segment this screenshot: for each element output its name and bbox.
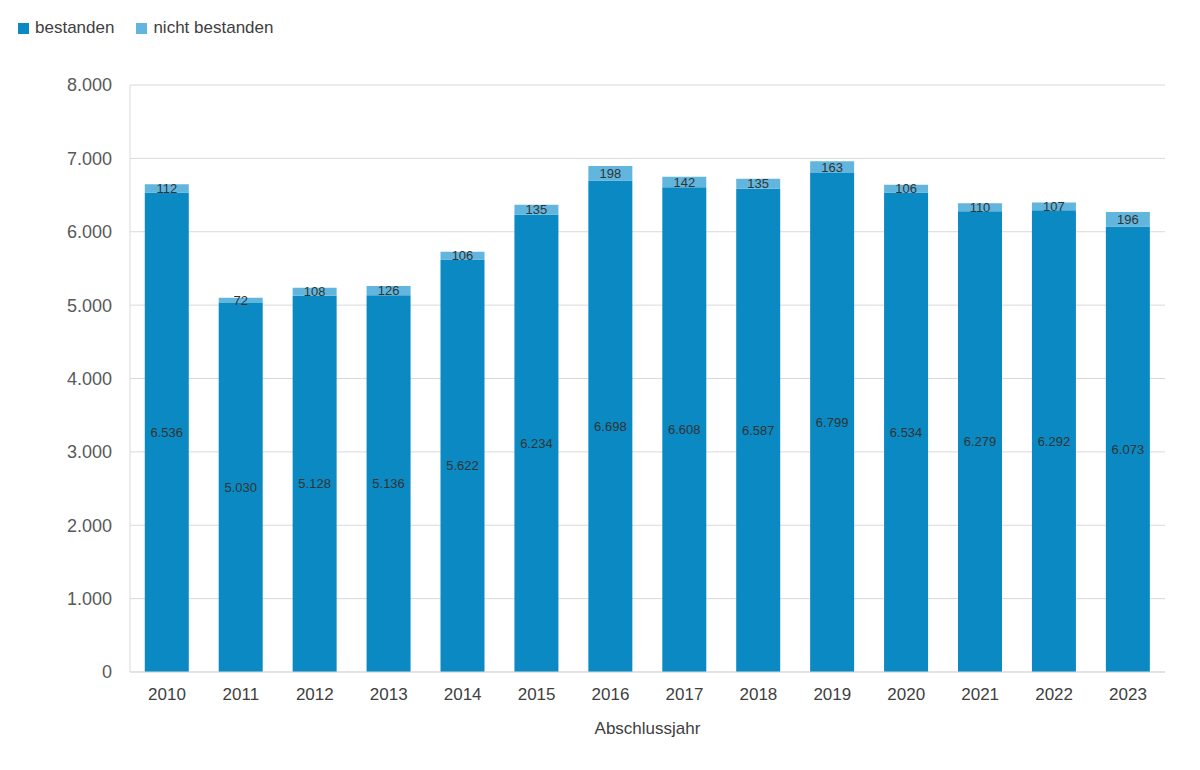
svg-text:106: 106 <box>452 248 474 263</box>
svg-text:126: 126 <box>378 283 400 298</box>
svg-text:2012: 2012 <box>296 685 334 704</box>
svg-text:6.234: 6.234 <box>520 436 553 451</box>
svg-text:Abschlussjahr: Abschlussjahr <box>595 719 701 738</box>
svg-text:2010: 2010 <box>148 685 186 704</box>
svg-text:6.073: 6.073 <box>1112 442 1145 457</box>
svg-text:4.000: 4.000 <box>67 369 112 389</box>
svg-text:2013: 2013 <box>370 685 408 704</box>
svg-text:2018: 2018 <box>739 685 777 704</box>
svg-text:8.000: 8.000 <box>67 75 112 95</box>
svg-text:2.000: 2.000 <box>67 516 112 536</box>
svg-text:142: 142 <box>673 175 695 190</box>
svg-text:6.279: 6.279 <box>964 434 997 449</box>
svg-text:108: 108 <box>304 284 326 299</box>
svg-text:198: 198 <box>600 166 622 181</box>
svg-text:2020: 2020 <box>887 685 925 704</box>
svg-text:6.608: 6.608 <box>668 422 701 437</box>
svg-text:2019: 2019 <box>813 685 851 704</box>
svg-text:2021: 2021 <box>961 685 999 704</box>
svg-text:6.000: 6.000 <box>67 222 112 242</box>
svg-text:5.030: 5.030 <box>224 480 257 495</box>
svg-text:6.698: 6.698 <box>594 419 627 434</box>
svg-text:5.128: 5.128 <box>298 476 331 491</box>
svg-text:196: 196 <box>1117 212 1139 227</box>
svg-text:2015: 2015 <box>518 685 556 704</box>
svg-text:112: 112 <box>156 181 177 196</box>
svg-text:110: 110 <box>970 200 991 215</box>
svg-text:135: 135 <box>526 202 548 217</box>
svg-text:2017: 2017 <box>666 685 704 704</box>
svg-text:135: 135 <box>747 176 769 191</box>
svg-text:2014: 2014 <box>444 685 482 704</box>
svg-text:7.000: 7.000 <box>67 149 112 169</box>
svg-text:0: 0 <box>102 662 112 682</box>
svg-text:106: 106 <box>895 181 917 196</box>
svg-text:107: 107 <box>1043 199 1065 214</box>
svg-text:3.000: 3.000 <box>67 442 112 462</box>
svg-text:2022: 2022 <box>1035 685 1073 704</box>
html-text:bestanden: bestanden <box>35 18 115 37</box>
svg-text:6.799: 6.799 <box>816 415 849 430</box>
html-text:nicht bestanden: nicht bestanden <box>153 18 274 37</box>
svg-text:6.292: 6.292 <box>1038 434 1071 449</box>
svg-text:5.000: 5.000 <box>67 296 112 316</box>
svg-text:2011: 2011 <box>223 685 260 704</box>
svg-text:5.622: 5.622 <box>446 458 479 473</box>
svg-text:2016: 2016 <box>592 685 630 704</box>
svg-text:72: 72 <box>233 293 247 308</box>
svg-text:6.534: 6.534 <box>890 425 923 440</box>
svg-text:6.536: 6.536 <box>151 425 184 440</box>
svg-text:1.000: 1.000 <box>67 589 112 609</box>
svg-text:6.587: 6.587 <box>742 423 775 438</box>
svg-text:5.136: 5.136 <box>372 476 405 491</box>
svg-text:163: 163 <box>821 160 843 175</box>
svg-text:2023: 2023 <box>1109 685 1147 704</box>
